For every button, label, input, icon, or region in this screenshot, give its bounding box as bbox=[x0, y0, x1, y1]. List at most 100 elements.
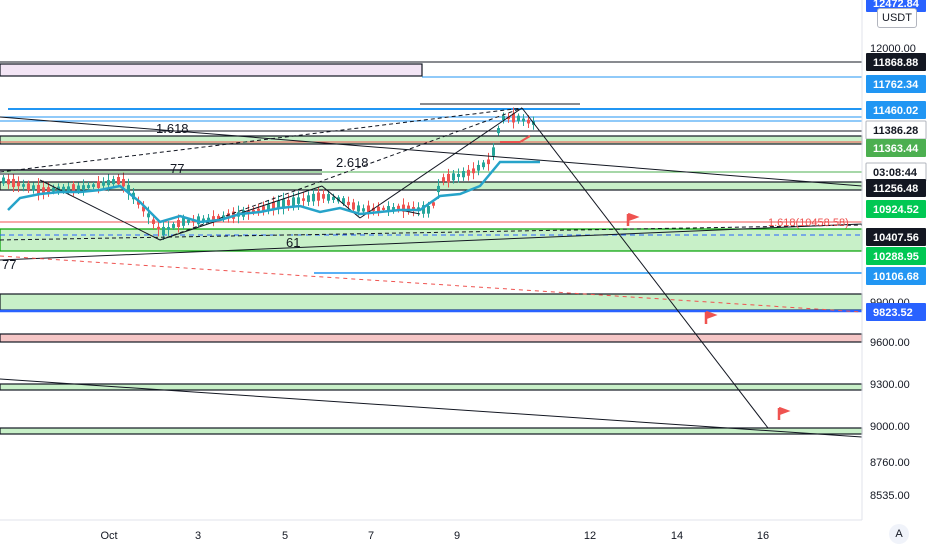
moving-average-line bbox=[7, 160, 540, 224]
fib-label: 2.618 bbox=[336, 155, 369, 170]
candle-body bbox=[257, 208, 260, 211]
price-tick-label: 12000.00 bbox=[870, 43, 916, 55]
trend-line bbox=[0, 224, 863, 241]
fib-label: 77 bbox=[170, 161, 184, 176]
price-zone bbox=[0, 427, 863, 435]
candle-body bbox=[167, 227, 170, 230]
candle-body bbox=[482, 162, 485, 168]
candle-body bbox=[22, 184, 25, 187]
candle-body bbox=[147, 213, 150, 218]
price-zone bbox=[0, 228, 863, 252]
price-tag bbox=[866, 139, 926, 157]
candle-body bbox=[357, 205, 360, 212]
candle-body bbox=[492, 147, 495, 156]
price-tag-label: 10288.95 bbox=[873, 251, 919, 263]
candle-body bbox=[397, 205, 400, 211]
fib-label: 77 bbox=[2, 257, 16, 272]
price-tag bbox=[866, 101, 926, 119]
candle-body bbox=[137, 200, 140, 205]
candle-body bbox=[202, 218, 205, 221]
candle-body bbox=[172, 224, 175, 228]
candle-body bbox=[322, 194, 325, 199]
price-tag-label: 11762.34 bbox=[873, 79, 919, 91]
candle-body bbox=[427, 205, 430, 214]
candle-body bbox=[517, 115, 520, 122]
time-tick-label: 9 bbox=[454, 530, 460, 542]
candle-body bbox=[222, 215, 225, 219]
candle-body bbox=[157, 226, 160, 230]
candle-body bbox=[457, 174, 460, 177]
candle-body bbox=[87, 185, 90, 189]
price-tag-label: 10106.68 bbox=[873, 271, 919, 283]
time-tick-label: 14 bbox=[671, 530, 683, 542]
time-tick-label: 16 bbox=[757, 530, 769, 542]
candle-body bbox=[62, 186, 65, 192]
candle-body bbox=[27, 183, 30, 191]
candle-body bbox=[7, 179, 10, 185]
candle-body bbox=[127, 185, 130, 194]
candle-body bbox=[187, 219, 190, 223]
candle-body bbox=[342, 198, 345, 204]
trend-line bbox=[0, 107, 523, 173]
flag-icon bbox=[704, 310, 718, 324]
price-zone bbox=[0, 135, 863, 145]
candle-body bbox=[82, 185, 85, 191]
price-tag bbox=[866, 179, 926, 197]
candle-body bbox=[67, 186, 70, 191]
candle-body bbox=[177, 220, 180, 227]
trend-line bbox=[0, 378, 863, 438]
candle-body bbox=[152, 219, 155, 225]
candle-body bbox=[117, 176, 120, 185]
price-tag bbox=[866, 267, 926, 285]
candle-body bbox=[97, 181, 100, 188]
currency-selector[interactable]: USDT bbox=[877, 8, 917, 28]
candle-body bbox=[522, 118, 525, 122]
fib-label: 1.618 bbox=[156, 121, 189, 136]
price-tag bbox=[866, 53, 926, 71]
price-tick-label: 9000.00 bbox=[870, 421, 910, 433]
fib-extension-label: 1.618(10458.58) bbox=[768, 217, 849, 229]
trend-line bbox=[159, 107, 523, 241]
candle-body bbox=[307, 195, 310, 202]
candle-body bbox=[487, 159, 490, 165]
price-tag-label: 11868.88 bbox=[873, 57, 918, 69]
candle-body bbox=[17, 182, 20, 187]
candle-body bbox=[107, 180, 110, 186]
candle-body bbox=[422, 205, 425, 214]
candle-body bbox=[352, 202, 355, 210]
candle-body bbox=[212, 216, 215, 221]
price-tag bbox=[866, 303, 926, 321]
candle-body bbox=[207, 217, 210, 221]
candle-body bbox=[512, 113, 515, 123]
candle-body bbox=[347, 201, 350, 206]
candle-body bbox=[362, 208, 365, 212]
candle-body bbox=[317, 192, 320, 201]
price-tag bbox=[866, 247, 926, 265]
price-tag-label: 03:08:44 bbox=[873, 167, 918, 179]
candle-body bbox=[217, 215, 220, 220]
candle-body bbox=[382, 207, 385, 210]
candle-body bbox=[142, 206, 145, 212]
time-tick-label: 7 bbox=[368, 530, 374, 542]
price-tag-label: 10924.52 bbox=[873, 204, 919, 216]
price-tag bbox=[866, 200, 926, 218]
candle-body bbox=[52, 187, 55, 192]
candle-body bbox=[432, 202, 435, 206]
candle-body bbox=[292, 197, 295, 206]
candle-body bbox=[2, 177, 5, 184]
candle-body bbox=[12, 178, 15, 188]
candle-body bbox=[507, 116, 510, 120]
auto-scale-button[interactable]: A bbox=[889, 524, 909, 544]
candle-body bbox=[467, 169, 470, 176]
candle-body bbox=[227, 213, 230, 219]
price-tick-label: 8535.00 bbox=[870, 490, 910, 502]
price-tag-label: 12472.84 bbox=[873, 0, 920, 10]
candle-body bbox=[442, 177, 445, 182]
price-zone bbox=[0, 383, 863, 391]
candle-body bbox=[92, 184, 95, 187]
price-zone bbox=[0, 293, 863, 311]
candle-body bbox=[527, 119, 530, 124]
price-tick-label: 8760.00 bbox=[870, 457, 910, 469]
candle-body bbox=[282, 199, 285, 208]
